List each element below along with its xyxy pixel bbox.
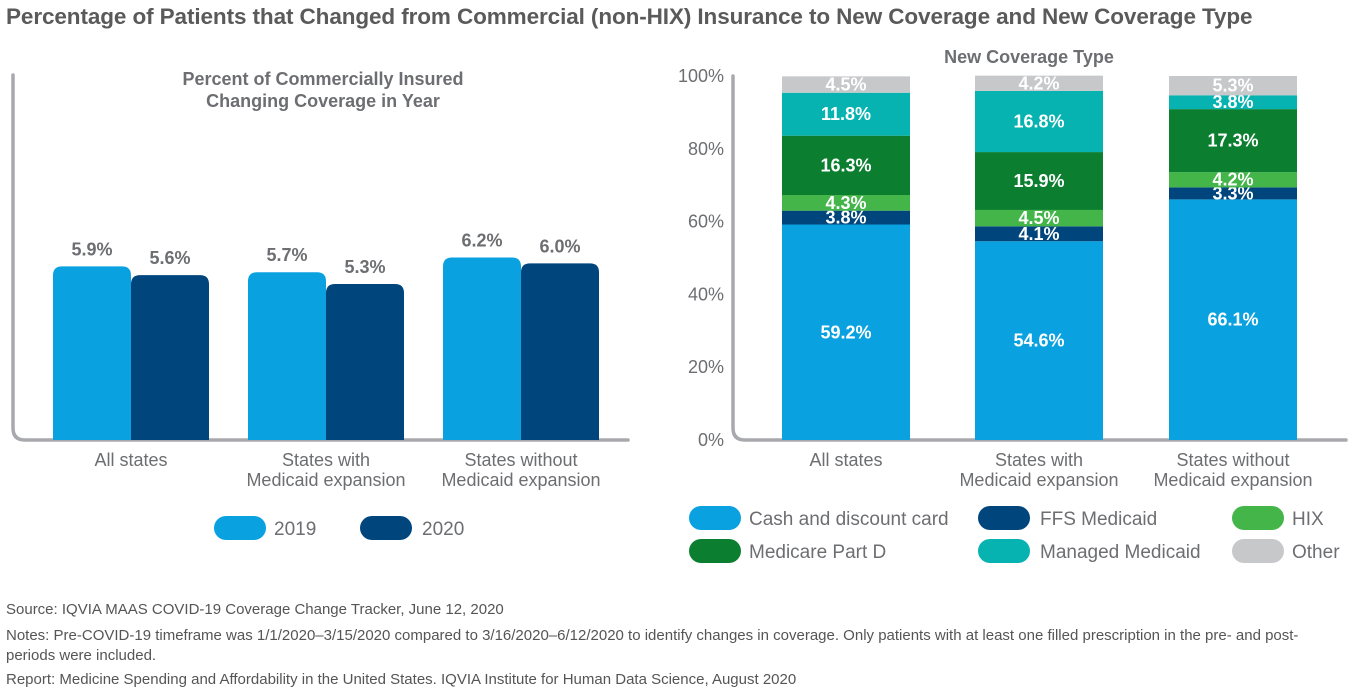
- segment-label-medicare-1: 15.9%: [1013, 171, 1064, 191]
- segment-label-hix-2: 4.2%: [1212, 170, 1253, 190]
- segment-hix-0: [782, 195, 910, 211]
- segment-label-ffs-1: 4.1%: [1018, 224, 1059, 244]
- y-tick-label-40: 40%: [688, 284, 724, 304]
- segment-label-cash-0: 59.2%: [820, 322, 871, 342]
- bar-2020-2: [521, 263, 599, 440]
- segment-label-managed-0: 11.8%: [821, 104, 871, 124]
- segment-hix-1: [975, 209, 1103, 227]
- segment-label-managed-2: 3.8%: [1212, 92, 1253, 112]
- left-x-tick-label-1: States with: [282, 450, 370, 470]
- right-x-tick-label-1: Medicaid expansion: [959, 470, 1118, 490]
- segment-other-0: [782, 76, 910, 93]
- segment-medicare-2: [1169, 109, 1297, 173]
- segment-label-ffs-0: 3.8%: [825, 208, 866, 228]
- legend-label-managed: Managed Medicaid: [1040, 542, 1201, 563]
- segment-label-hix-0: 4.3%: [825, 193, 866, 213]
- right-x-tick-label-0: All states: [809, 450, 882, 470]
- bar-label-2020-2: 6.0%: [539, 236, 580, 256]
- legend-label-medicare: Medicare Part D: [749, 542, 886, 563]
- legend-swatch-ffs: [978, 506, 1030, 530]
- notes-text: Notes: Pre-COVID-19 timeframe was 1/1/20…: [6, 627, 1299, 664]
- left-x-tick-label-0: All states: [94, 450, 167, 470]
- segment-managed-0: [782, 92, 910, 136]
- bar-2019-0: [53, 266, 131, 440]
- report-note: Report: Medicine Spending and Affordabil…: [6, 671, 797, 688]
- y-tick-label-100: 100%: [678, 66, 724, 86]
- legend-label-hix: HIX: [1292, 509, 1324, 530]
- y-tick-label-60: 60%: [688, 212, 724, 232]
- bar-label-2019-0: 5.9%: [71, 239, 112, 259]
- segment-label-medicare-2: 17.3%: [1207, 131, 1258, 151]
- left-chart-title: Percent of Commercially Insured: [182, 69, 463, 89]
- legend-swatch-2019: [214, 516, 266, 540]
- legend-swatch-managed: [978, 539, 1030, 563]
- right-chart-title: New Coverage Type: [944, 47, 1114, 67]
- right-chart-axis: [731, 74, 1348, 442]
- segment-hix-2: [1169, 172, 1297, 188]
- legend-swatch-other: [1232, 539, 1284, 563]
- segment-ffs-2: [1169, 187, 1297, 200]
- segment-managed-2: [1169, 95, 1297, 110]
- segment-label-other-0: 4.5%: [825, 75, 866, 95]
- bar-label-2019-2: 6.2%: [461, 231, 502, 251]
- y-tick-label-80: 80%: [688, 139, 724, 159]
- segment-label-ffs-2: 3.3%: [1212, 183, 1253, 203]
- bar-2020-0: [131, 275, 209, 440]
- segment-label-other-2: 5.3%: [1212, 76, 1253, 96]
- legend-label-cash: Cash and discount card: [749, 509, 949, 530]
- bar-label-2020-0: 5.6%: [149, 248, 190, 268]
- source-note: Source: IQVIA MAAS COVID-19 Coverage Cha…: [6, 601, 504, 618]
- legend-swatch-medicare: [689, 539, 741, 563]
- segment-cash-2: [1169, 199, 1297, 440]
- left-x-tick-label-2: Medicaid expansion: [441, 470, 600, 490]
- segment-cash-0: [782, 224, 910, 440]
- left-chart-title: Changing Coverage in Year: [206, 91, 440, 111]
- bar-2019-1: [248, 272, 326, 440]
- bar-label-2020-1: 5.3%: [344, 257, 385, 277]
- left-chart-axis: [11, 73, 630, 442]
- legend-label-other: Other: [1292, 542, 1340, 563]
- bar-2019-2: [443, 257, 521, 440]
- left-x-tick-label-1: Medicaid expansion: [246, 470, 405, 490]
- legend-swatch-2020: [360, 516, 412, 540]
- legend-label-ffs: FFS Medicaid: [1040, 509, 1157, 530]
- page-title: Percentage of Patients that Changed from…: [6, 4, 1253, 29]
- segment-ffs-1: [975, 226, 1103, 242]
- y-tick-label-0: 0%: [698, 430, 724, 450]
- segment-cash-1: [975, 241, 1103, 440]
- right-x-tick-label-2: Medicaid expansion: [1153, 470, 1312, 490]
- y-tick-label-20: 20%: [688, 357, 724, 377]
- left-x-tick-label-2: States without: [464, 450, 577, 470]
- segment-label-medicare-0: 16.3%: [820, 155, 871, 175]
- segment-medicare-0: [782, 135, 910, 196]
- segment-label-cash-1: 54.6%: [1013, 331, 1064, 351]
- charts-canvas: Percent of Commercially InsuredChanging …: [11, 47, 1348, 563]
- right-x-tick-label-2: States without: [1176, 450, 1289, 470]
- right-x-tick-label-1: States with: [995, 450, 1083, 470]
- segment-managed-1: [975, 90, 1103, 153]
- segment-medicare-1: [975, 152, 1103, 210]
- segment-label-other-1: 4.2%: [1018, 73, 1059, 93]
- segment-other-2: [1169, 76, 1297, 96]
- legend-swatch-cash: [689, 506, 741, 530]
- legend-label-2020: 2020: [422, 519, 464, 540]
- legend-swatch-hix: [1232, 506, 1284, 530]
- segment-label-managed-1: 16.8%: [1013, 112, 1064, 132]
- bar-label-2019-1: 5.7%: [266, 245, 307, 265]
- segment-ffs-0: [782, 210, 910, 225]
- segment-label-hix-1: 4.5%: [1018, 208, 1059, 228]
- bar-2020-1: [326, 283, 404, 440]
- segment-other-1: [975, 75, 1103, 91]
- segment-label-cash-2: 66.1%: [1207, 310, 1258, 330]
- legend-label-2019: 2019: [274, 519, 316, 540]
